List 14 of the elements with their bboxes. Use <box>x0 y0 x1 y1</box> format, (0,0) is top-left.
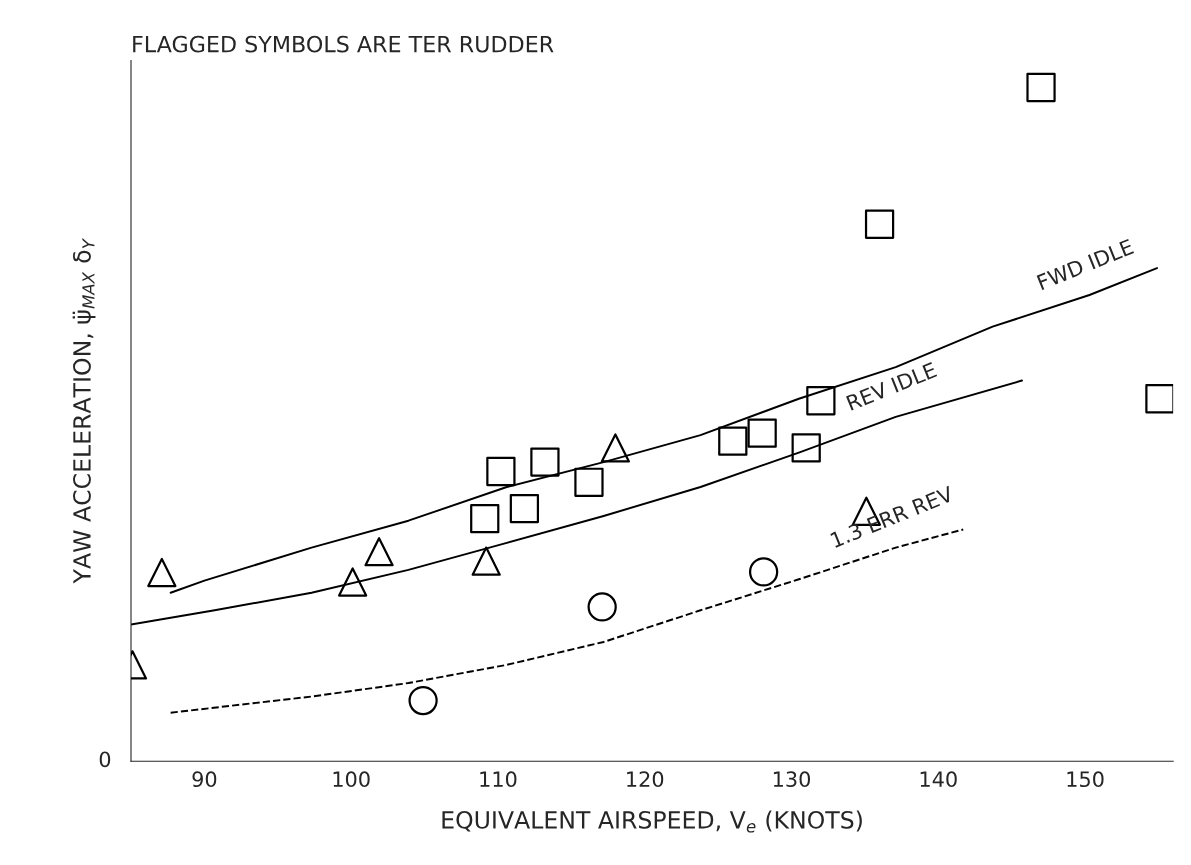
text: 0 <box>99 751 111 768</box>
x-tick-label: 90 <box>192 771 217 788</box>
x-tick-label: 120 <box>627 771 664 788</box>
x-tick-label: 150 <box>1067 771 1104 788</box>
y-axis-title: YAW ACCELERATION, ψ̈$_{MAX}$ δ$_{Y}$ <box>72 238 96 584</box>
text: FWD IDLE <box>1036 238 1134 290</box>
chart-title: FLAGGED SYMBOLS ARE TER RUDDER <box>133 35 554 53</box>
x-axis-title: EQUIVALENT AIRSPEED, V$_{e}$ (KNOTS) <box>442 810 862 833</box>
text: REV IDLE <box>846 362 938 411</box>
x-tick-label: 100 <box>333 771 370 788</box>
text: 1.3 ERR REV <box>829 485 955 549</box>
x-tick-label: 130 <box>773 771 811 788</box>
x-tick-label: 140 <box>920 771 957 788</box>
x-tick-label: 110 <box>480 771 517 788</box>
